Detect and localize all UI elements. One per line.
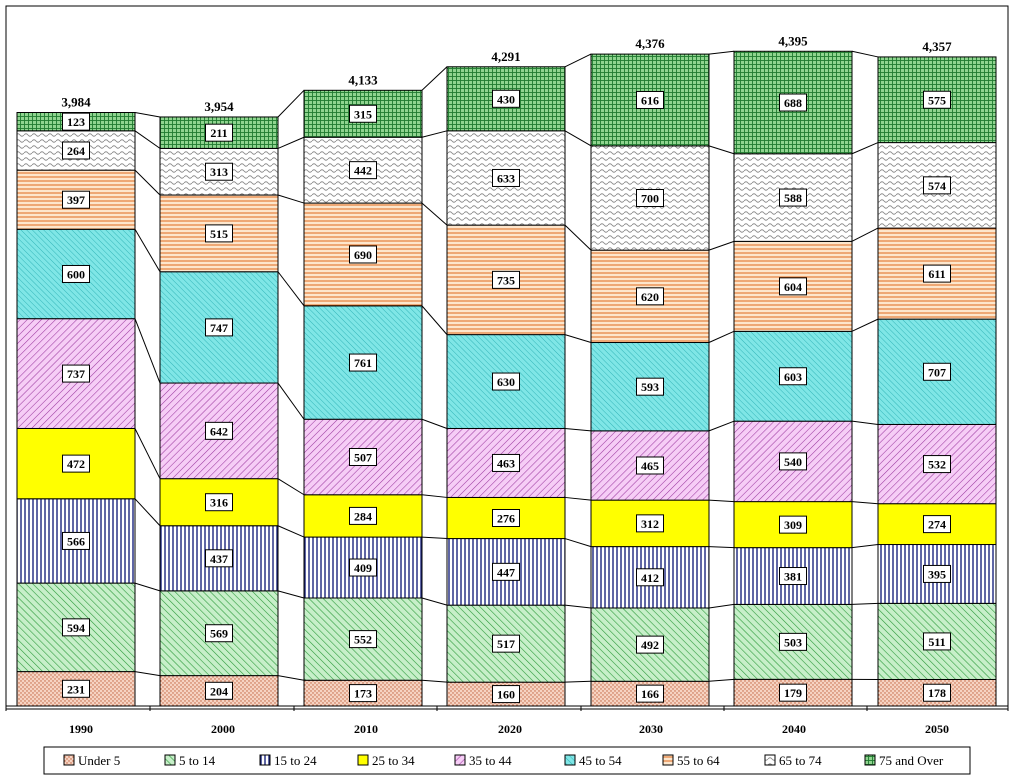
data-label: 472 (67, 457, 85, 471)
data-label: 569 (210, 627, 228, 641)
data-label: 603 (784, 370, 802, 384)
data-label: 761 (354, 356, 372, 370)
data-label: 620 (641, 290, 659, 304)
data-label: 178 (928, 686, 946, 700)
x-tick-label: 2030 (639, 722, 663, 736)
data-label: 316 (210, 496, 228, 510)
data-label: 409 (354, 561, 372, 575)
data-label: 204 (210, 684, 228, 698)
legend-label-5-to-14: 5 to 14 (179, 753, 216, 768)
data-label: 313 (210, 165, 228, 179)
legend-label-65-to-74: 65 to 74 (779, 753, 822, 768)
data-label: 700 (641, 192, 659, 206)
data-label: 690 (354, 248, 372, 262)
data-label: 594 (67, 621, 85, 635)
data-label: 600 (67, 267, 85, 281)
x-tick-label: 2050 (925, 722, 949, 736)
legend-swatch-15-to-24 (260, 755, 270, 765)
data-label: 611 (928, 267, 945, 281)
data-label: 166 (641, 687, 659, 701)
data-label: 707 (928, 365, 946, 379)
total-label: 3,984 (61, 95, 91, 110)
total-label: 4,376 (635, 36, 665, 51)
data-label: 173 (354, 687, 372, 701)
data-label: 515 (210, 227, 228, 241)
legend-label-15-to-24: 15 to 24 (274, 753, 317, 768)
legend-label-45-to-54: 45 to 54 (579, 753, 622, 768)
data-label: 511 (928, 635, 945, 649)
data-label: 642 (210, 424, 228, 438)
data-label: 123 (67, 115, 85, 129)
data-label: 747 (210, 321, 228, 335)
total-label: 4,395 (778, 33, 808, 48)
data-label: 588 (784, 191, 802, 205)
data-label: 160 (497, 688, 515, 702)
legend-swatch-5-to-14 (165, 755, 175, 765)
legend-label-55-to-64: 55 to 64 (677, 753, 720, 768)
data-label: 616 (641, 93, 659, 107)
data-label: 442 (354, 164, 372, 178)
legend-swatch-25-to-34 (358, 755, 368, 765)
total-label: 4,357 (922, 39, 952, 54)
data-label: 179 (784, 686, 802, 700)
data-label: 211 (210, 126, 227, 140)
total-label: 4,291 (491, 49, 520, 64)
data-label: 688 (784, 96, 802, 110)
data-label: 566 (67, 534, 85, 548)
data-label: 604 (784, 280, 802, 294)
data-label: 397 (67, 193, 85, 207)
data-label: 735 (497, 273, 515, 287)
data-label: 315 (354, 107, 372, 121)
legend-label-35-to-44: 35 to 44 (469, 753, 512, 768)
data-label: 312 (641, 517, 659, 531)
data-label: 437 (210, 552, 228, 566)
x-tick-label: 1990 (69, 722, 93, 736)
legend-label-25-to-34: 25 to 34 (372, 753, 415, 768)
x-tick-label: 2010 (354, 722, 378, 736)
data-label: 274 (928, 518, 946, 532)
x-tick-label: 2020 (498, 722, 522, 736)
data-label: 276 (497, 512, 515, 526)
data-label: 381 (784, 570, 802, 584)
data-label: 447 (497, 565, 515, 579)
legend-swatch-75-and-over (865, 755, 875, 765)
data-label: 412 (641, 571, 659, 585)
data-label: 395 (928, 567, 946, 581)
total-label: 4,133 (348, 72, 378, 87)
data-label: 517 (497, 637, 515, 651)
x-tick-label: 2000 (211, 722, 235, 736)
legend-swatch-35-to-44 (455, 755, 465, 765)
data-label: 540 (784, 455, 802, 469)
legend-swatch-45-to-54 (565, 755, 575, 765)
data-label: 309 (784, 518, 802, 532)
data-label: 737 (67, 367, 85, 381)
legend-label-under-5: Under 5 (78, 753, 120, 768)
legend-label-75-and-over: 75 and Over (879, 753, 944, 768)
data-label: 633 (497, 171, 515, 185)
data-label: 593 (641, 380, 659, 394)
data-label: 463 (497, 456, 515, 470)
data-label: 507 (354, 451, 372, 465)
legend-swatch-65-to-74 (765, 755, 775, 765)
data-label: 492 (641, 638, 659, 652)
data-label: 231 (67, 682, 85, 696)
total-label: 3,954 (204, 99, 234, 114)
data-label: 630 (497, 375, 515, 389)
legend-swatch-55-to-64 (663, 755, 673, 765)
x-tick-label: 2040 (782, 722, 806, 736)
data-label: 430 (497, 92, 515, 106)
data-label: 284 (354, 509, 372, 523)
data-label: 532 (928, 458, 946, 472)
data-label: 552 (354, 633, 372, 647)
data-label: 575 (928, 93, 946, 107)
data-label: 465 (641, 459, 659, 473)
legend-swatch-under-5 (64, 755, 74, 765)
data-label: 503 (784, 635, 802, 649)
data-label: 574 (928, 179, 946, 193)
data-label: 264 (67, 144, 85, 158)
